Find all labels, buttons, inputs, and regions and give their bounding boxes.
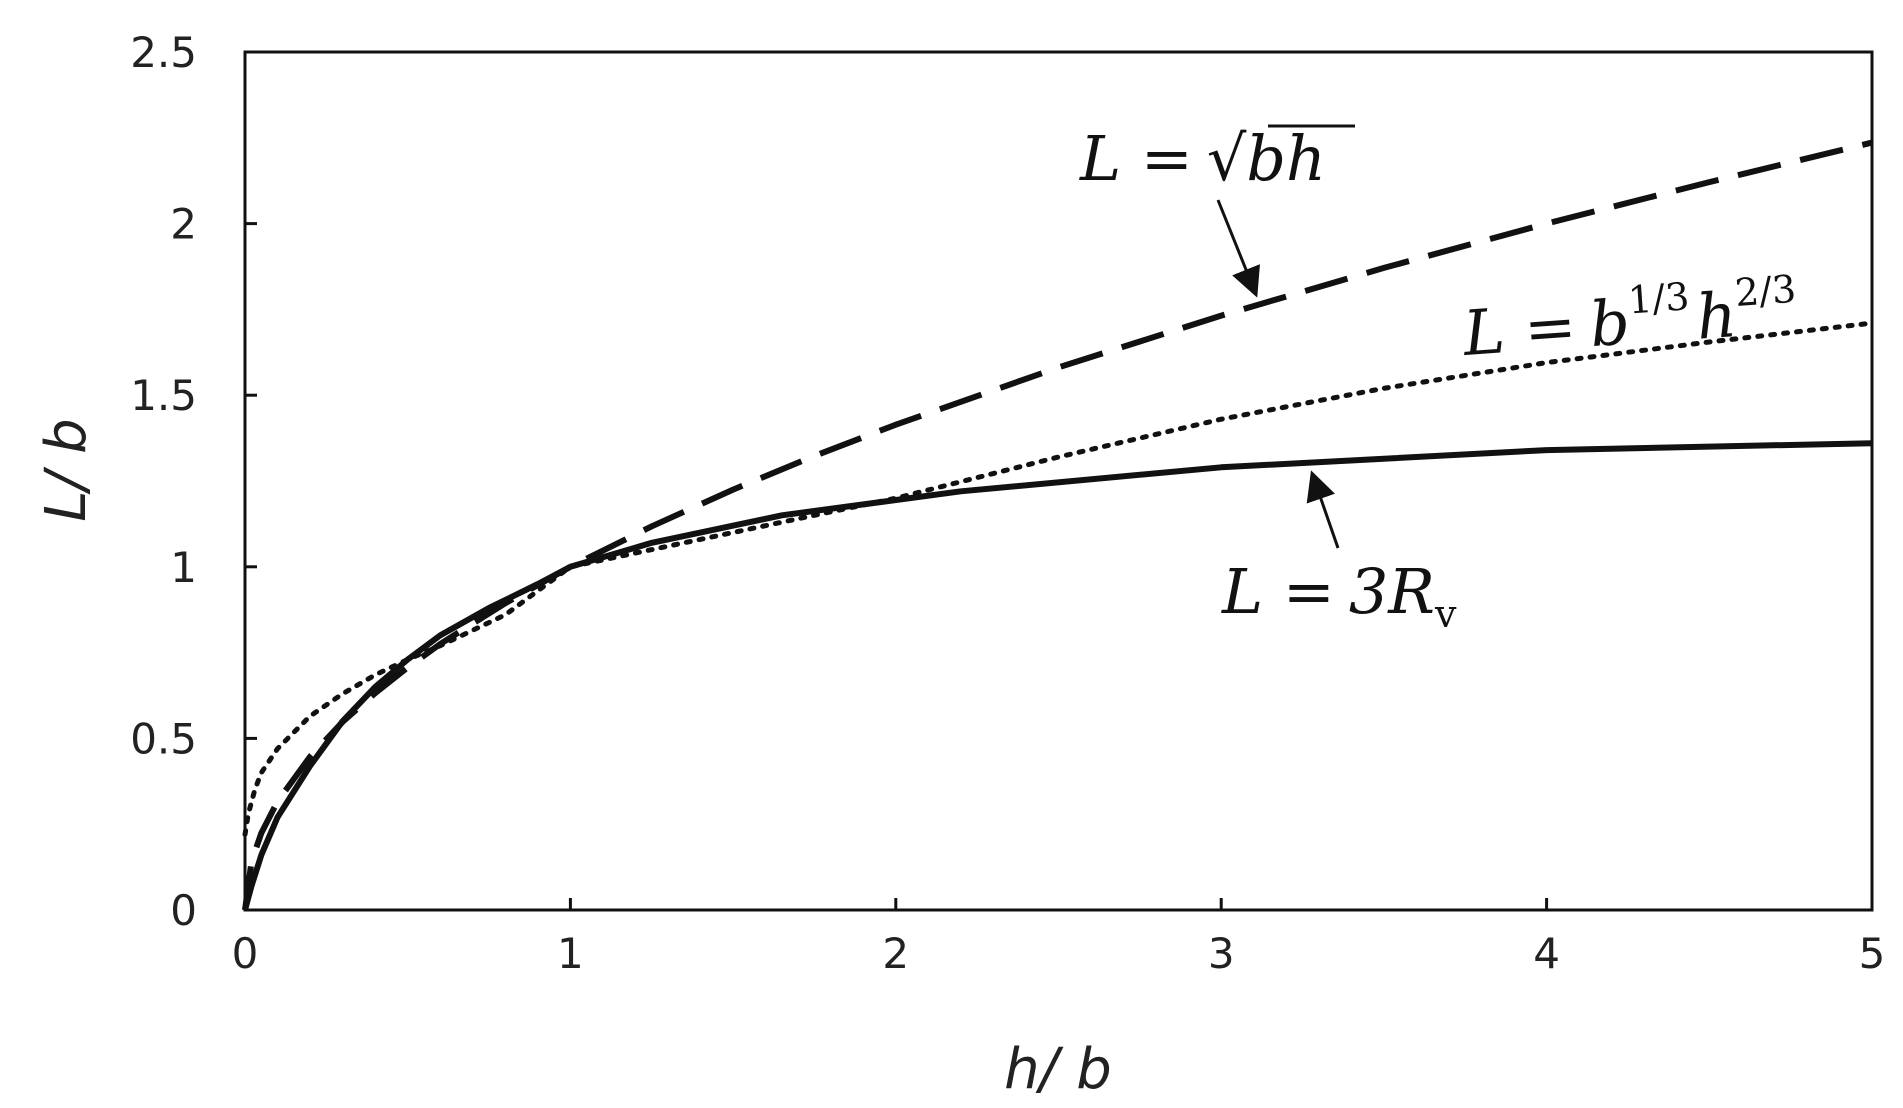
annotation-power-base1: b (1587, 286, 1632, 362)
svg-text:L =3Rv: L = 3Rv (1221, 555, 1457, 636)
y-tick-label: 0 (170, 886, 197, 935)
annotation-power-base2: h (1694, 278, 1739, 354)
x-axis-label: h/ b (1004, 1037, 1112, 1102)
x-tick-label: 5 (1859, 929, 1886, 978)
x-tick-label: 4 (1533, 929, 1560, 978)
annotation-3rv-rhs: 3R (1349, 555, 1435, 628)
x-tick-label: 2 (882, 929, 909, 978)
series-line-dashed (242, 139, 1873, 911)
annotation-sqrt-bh-radical: √ (1207, 122, 1247, 195)
series-layer (242, 139, 1875, 911)
y-axis-label: L/ b (34, 418, 99, 521)
y-tick-label: 2.5 (130, 28, 197, 77)
annotation-3rv-lhs: L = (1221, 555, 1335, 628)
y-tick-label: 0.5 (130, 714, 197, 763)
annotation-power-exp1: 1/3 (1627, 274, 1691, 322)
annotation-3rv: L = 3Rv (1221, 470, 1457, 636)
y-tick-label: 1.5 (130, 371, 197, 420)
series-line-solid (242, 440, 1873, 911)
svg-text:L =b1/3h2/3: L = b1/3h2/3 (1459, 267, 1800, 370)
x-tick-label: 3 (1208, 929, 1235, 978)
y-tick-label: 1 (170, 543, 197, 592)
annotation-sqrt-bh-rhs: bh (1246, 122, 1326, 195)
x-tick-label: 0 (232, 929, 259, 978)
x-axis-ticks: 0 1 2 3 4 5 (232, 898, 1886, 978)
annotation-power-lhs: L = (1460, 289, 1579, 370)
series-line-dotted (242, 320, 1875, 837)
annotation-sqrt-bh: L = √bh (1079, 122, 1355, 298)
y-axis-ticks: 0 0.5 1 1.5 2 2.5 (130, 28, 257, 935)
x-tick-label: 1 (557, 929, 584, 978)
svg-text:L =√bh: L = √bh (1079, 122, 1326, 195)
y-tick-label: 2 (170, 200, 197, 249)
plot-area-frame (243, 50, 1874, 912)
annotation-sqrt-bh-arrow (1216, 199, 1260, 298)
annotation-power-exp2: 2/3 (1733, 267, 1797, 315)
annotation-sqrt-bh-lhs: L = (1079, 122, 1193, 195)
annotation-3rv-sub: v (1434, 592, 1457, 636)
annotation-power-law: L = b1/3h2/3 (1459, 267, 1800, 370)
annotation-3rv-arrow (1306, 470, 1340, 549)
